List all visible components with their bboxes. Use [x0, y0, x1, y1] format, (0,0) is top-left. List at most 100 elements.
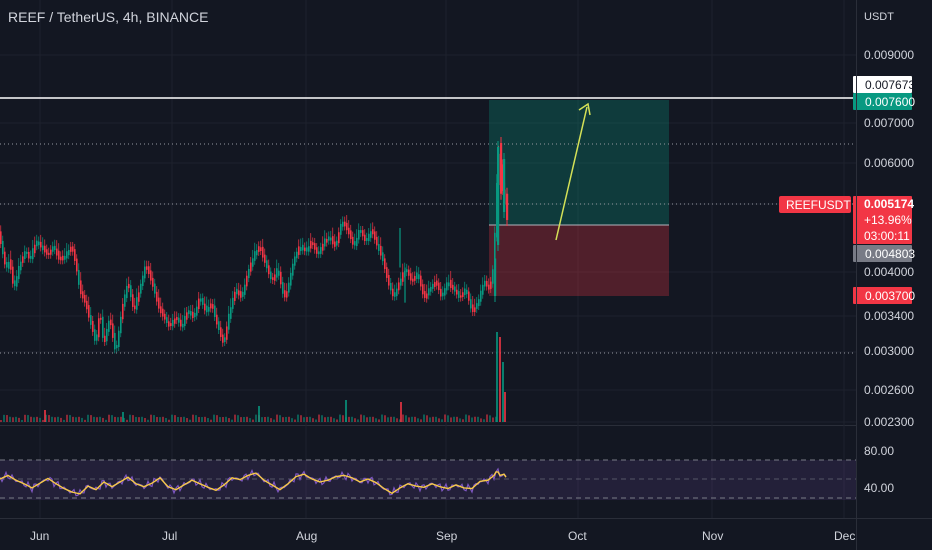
- candle-body: [286, 291, 288, 298]
- candle-body: [104, 335, 106, 343]
- volume-bar: [105, 419, 107, 422]
- price-tag-last[interactable]: [853, 196, 912, 244]
- candle-body: [258, 246, 260, 252]
- candle-body: [62, 255, 64, 261]
- volume-bar: [189, 419, 191, 422]
- candle-body: [426, 293, 428, 299]
- price-tag-target[interactable]: [853, 93, 912, 110]
- volume-bar: [366, 417, 368, 422]
- volume-bar: [450, 417, 452, 422]
- volume-bar-spike: [400, 402, 402, 422]
- candle-body: [114, 332, 116, 350]
- candle-body: [336, 240, 338, 246]
- candle-body: [430, 286, 432, 292]
- candle-body: [10, 259, 12, 270]
- volume-bar: [342, 415, 344, 422]
- candle-body: [362, 230, 364, 237]
- volume-bar: [243, 417, 245, 422]
- candle-body: [168, 321, 170, 327]
- candle-body: [462, 292, 464, 298]
- candle-body: [162, 308, 164, 317]
- candle-body: [126, 285, 128, 299]
- volume-bar: [300, 415, 302, 422]
- candle-body-spike: [497, 147, 500, 245]
- volume-bar: [249, 418, 251, 422]
- volume-bar: [429, 417, 431, 422]
- volume-bar: [321, 415, 323, 422]
- candle-body: [454, 286, 456, 292]
- price-tick-label: 0.002600: [864, 383, 914, 397]
- profit-zone[interactable]: [489, 100, 669, 225]
- candle-body-spike: [500, 143, 503, 194]
- candle-body: [280, 271, 282, 285]
- candle-body: [432, 283, 434, 289]
- price-tag-text-resistance: 0.007673: [865, 78, 915, 92]
- candle-body: [88, 305, 90, 318]
- volume-bar: [156, 416, 158, 422]
- price-tag-resistance[interactable]: [853, 76, 912, 93]
- candle-body: [314, 243, 316, 250]
- candle-body: [2, 240, 4, 255]
- loss-zone[interactable]: [489, 225, 669, 296]
- volume-bar-spike: [502, 362, 504, 422]
- candle-body: [458, 291, 460, 298]
- candle-body: [292, 263, 294, 276]
- volume-bar: [411, 416, 413, 422]
- candle-body: [92, 320, 94, 332]
- volume-bar: [87, 414, 89, 422]
- candle-body: [370, 231, 372, 238]
- candle-body: [116, 345, 118, 349]
- candle-body: [180, 319, 182, 327]
- candle-body: [472, 304, 474, 312]
- volume-bar: [210, 419, 212, 422]
- volume-bar: [459, 418, 461, 422]
- candle-body: [76, 258, 78, 272]
- price-tag-entry[interactable]: [853, 245, 912, 262]
- volume-bar: [213, 414, 215, 422]
- candle-body: [60, 256, 62, 261]
- symbol-tag[interactable]: [779, 196, 851, 213]
- candle-body: [356, 237, 358, 247]
- candle-body: [28, 251, 30, 259]
- volume-bar: [102, 417, 104, 422]
- candle-body: [216, 314, 218, 325]
- candle-body: [66, 251, 68, 259]
- candle-body: [250, 262, 252, 272]
- candle-body: [354, 241, 356, 246]
- target-arrow[interactable]: [555, 106, 588, 241]
- candle-body: [322, 243, 324, 251]
- candle-body: [244, 284, 246, 295]
- volume-bar: [381, 414, 383, 422]
- candle-body: [248, 268, 250, 279]
- volume-bar: [27, 415, 29, 422]
- candle-body: [476, 303, 478, 309]
- candle-body: [284, 290, 286, 298]
- candle-body: [470, 299, 472, 309]
- volume-bar-spike: [258, 406, 260, 422]
- candle-body: [340, 223, 342, 235]
- candle-body: [6, 262, 8, 268]
- volume-bar: [486, 414, 488, 422]
- volume-bar: [75, 417, 77, 422]
- target-arrow-head: [578, 102, 591, 116]
- candle-body: [492, 269, 494, 284]
- volume-bar: [72, 416, 74, 422]
- price-tag-stop[interactable]: [853, 287, 912, 304]
- candle-body: [232, 297, 234, 309]
- candle-body: [222, 334, 224, 343]
- candle-body: [136, 297, 138, 310]
- candle-body: [410, 273, 412, 281]
- volume-bar: [36, 416, 38, 422]
- candle-body: [238, 290, 240, 296]
- candle-body: [434, 282, 436, 287]
- candle-body: [278, 270, 280, 276]
- volume-bar: [66, 414, 68, 422]
- candle-body: [264, 254, 266, 263]
- candle-body: [144, 266, 146, 279]
- candle-body: [84, 295, 86, 303]
- time-axis-divider: [0, 518, 932, 519]
- volume-bar: [273, 419, 275, 422]
- volume-bar: [279, 415, 281, 422]
